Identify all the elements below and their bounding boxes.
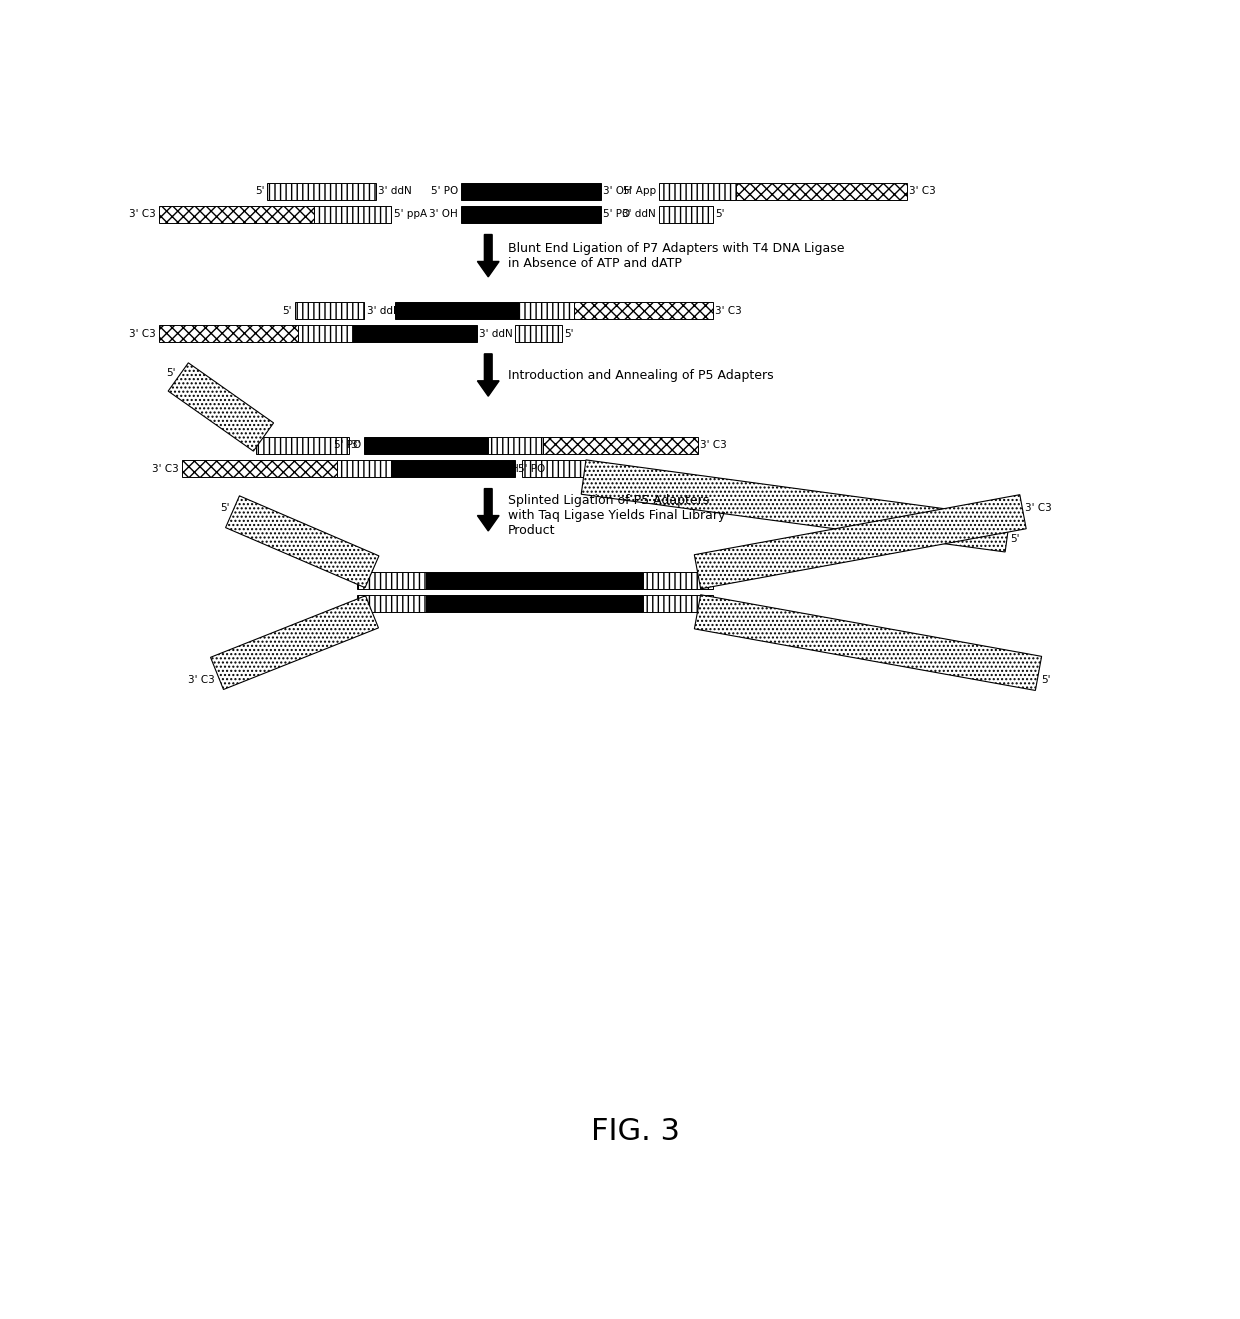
Text: 3' ddN: 3' ddN <box>479 328 512 339</box>
Bar <box>268 183 376 200</box>
Polygon shape <box>169 363 274 451</box>
Bar <box>543 437 697 454</box>
Bar <box>658 183 737 200</box>
Polygon shape <box>694 495 1027 588</box>
Text: 3' OH: 3' OH <box>429 210 458 219</box>
Text: Introduction and Annealing of P5 Adapters: Introduction and Annealing of P5 Adapter… <box>507 369 774 383</box>
Bar <box>489 437 543 454</box>
Bar <box>461 183 600 200</box>
Text: 5': 5' <box>281 306 291 315</box>
Text: 3' C3: 3' C3 <box>715 306 742 315</box>
Bar <box>396 302 520 319</box>
Polygon shape <box>694 595 1042 690</box>
Text: 3' ddN: 3' ddN <box>367 306 401 315</box>
Bar <box>644 571 713 588</box>
Bar <box>573 302 713 319</box>
Bar <box>520 302 573 319</box>
Bar <box>522 460 591 477</box>
Bar <box>357 595 427 612</box>
Bar <box>516 326 562 343</box>
Text: 3' C3: 3' C3 <box>909 186 936 197</box>
Text: 5' App: 5' App <box>622 186 656 197</box>
Polygon shape <box>582 460 1009 551</box>
Polygon shape <box>226 496 379 588</box>
Bar <box>337 460 392 477</box>
Bar <box>737 183 906 200</box>
Text: 5': 5' <box>1040 674 1050 685</box>
Text: 3' C3: 3' C3 <box>129 328 156 339</box>
Text: 3' C3: 3' C3 <box>153 463 179 474</box>
Bar <box>658 206 713 223</box>
Text: 3' C3: 3' C3 <box>188 674 215 685</box>
Text: 5' PO: 5' PO <box>334 441 361 451</box>
Bar <box>427 595 644 612</box>
Bar <box>644 595 713 612</box>
Text: 3' ddN: 3' ddN <box>622 210 656 219</box>
Text: 5': 5' <box>166 368 176 379</box>
Text: 5': 5' <box>254 186 264 197</box>
Bar <box>159 326 299 343</box>
FancyArrow shape <box>477 235 498 277</box>
Text: 3' ddN: 3' ddN <box>378 186 412 197</box>
Bar <box>295 302 365 319</box>
Bar <box>352 326 476 343</box>
Bar <box>299 326 352 343</box>
Text: 3' OH: 3' OH <box>603 186 631 197</box>
Text: 3' C3: 3' C3 <box>129 210 156 219</box>
Text: Blunt End Ligation of P7 Adapters with T4 DNA Ligase
in Absence of ATP and dATP: Blunt End Ligation of P7 Adapters with T… <box>507 243 844 270</box>
Text: 5': 5' <box>564 328 574 339</box>
Text: Splinted Ligation of P5 Adapters
with Taq Ligase Yields Final Library
Product: Splinted Ligation of P5 Adapters with Ta… <box>507 495 725 537</box>
Bar <box>159 206 314 223</box>
Text: 3' C3: 3' C3 <box>1025 503 1052 513</box>
Bar <box>357 571 427 588</box>
Bar <box>365 437 489 454</box>
Bar <box>314 206 392 223</box>
Text: 5' PO: 5' PO <box>518 463 544 474</box>
Bar <box>461 206 600 223</box>
Text: FIG. 3: FIG. 3 <box>591 1117 680 1146</box>
Text: 5' PO: 5' PO <box>430 186 458 197</box>
Text: 5': 5' <box>221 503 231 513</box>
Text: 5': 5' <box>715 210 725 219</box>
Text: 3' C3: 3' C3 <box>699 441 727 451</box>
Text: 5' PO: 5' PO <box>603 210 630 219</box>
Text: 5' ppA: 5' ppA <box>394 210 427 219</box>
Bar <box>427 571 644 588</box>
FancyArrow shape <box>477 353 498 396</box>
Text: 3' OH: 3' OH <box>490 463 518 474</box>
Text: 5': 5' <box>1009 534 1019 543</box>
Bar <box>255 437 348 454</box>
Polygon shape <box>211 596 378 690</box>
FancyArrow shape <box>477 488 498 532</box>
Bar <box>182 460 337 477</box>
Bar <box>392 460 516 477</box>
Text: 3' OH: 3' OH <box>351 441 379 451</box>
